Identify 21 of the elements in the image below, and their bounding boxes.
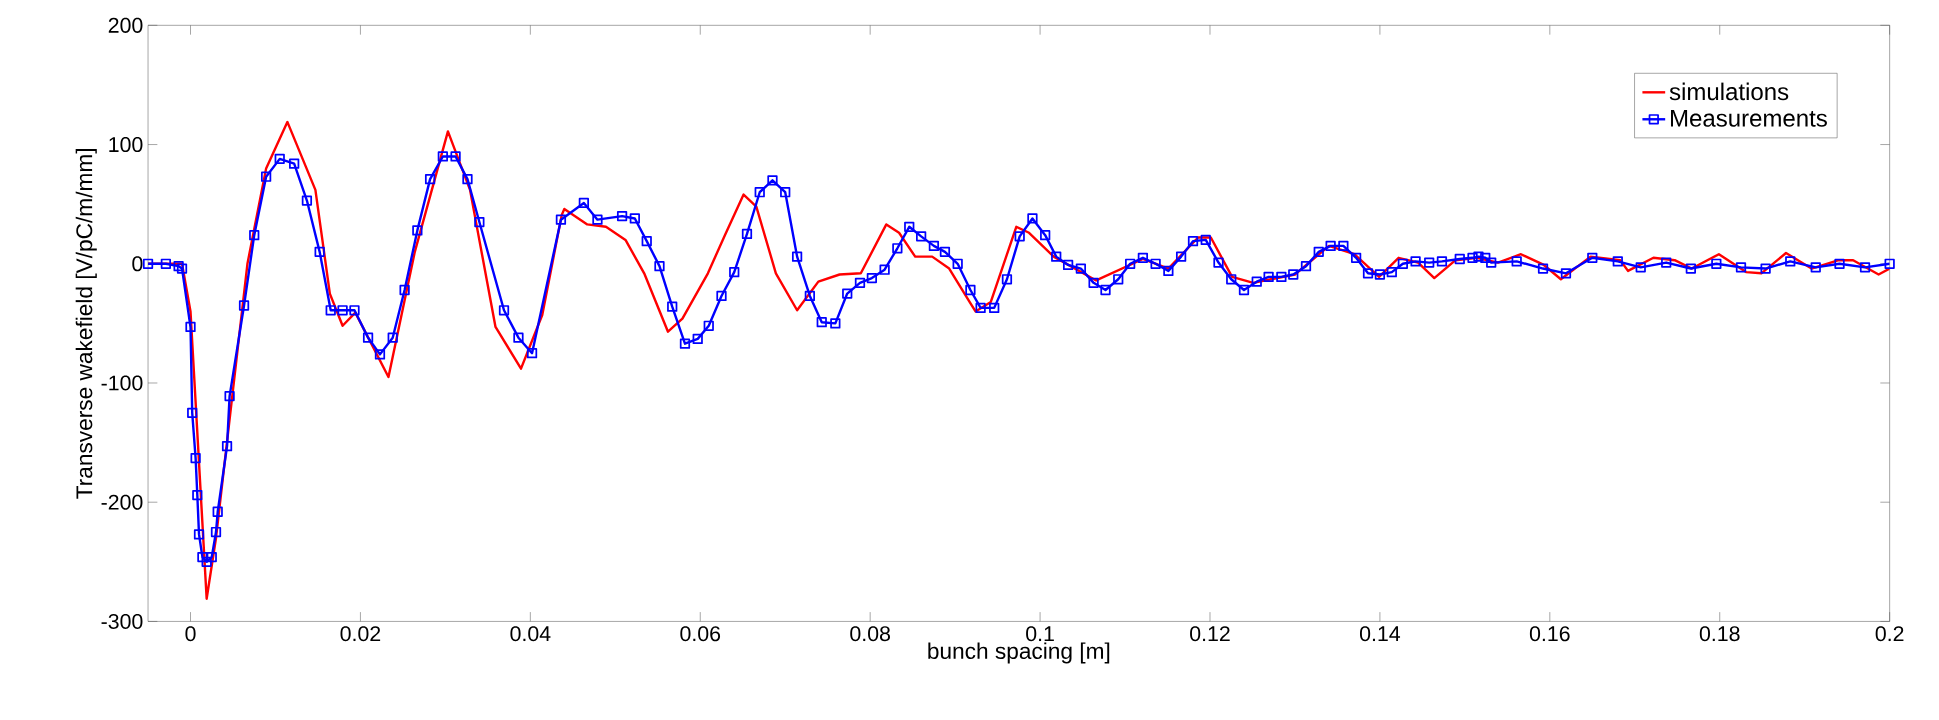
x-tick-label: 0.06 [680, 626, 721, 642]
x-tick-label: 0.18 [1699, 626, 1740, 642]
x-tick-label: 0.2 [1875, 626, 1904, 642]
y-tick-label: 0 [132, 256, 143, 272]
x-tick-label: 0.16 [1529, 626, 1570, 642]
x-tick-label: 0.04 [510, 626, 551, 642]
y-tick-label: -100 [101, 375, 143, 391]
x-tick-label: 0.1 [1026, 626, 1054, 642]
y-tick-label: 100 [109, 136, 143, 153]
legend-label: Measurements [1671, 109, 1827, 127]
x-tick-label: 0.02 [340, 626, 381, 642]
y-tick-label: -300 [101, 613, 143, 629]
x-tick-label: 0.12 [1190, 626, 1230, 642]
x-axis-title: bunch spacing [m] [928, 642, 1110, 664]
y-tick-label: -200 [101, 494, 143, 510]
y-axis-title: Transverse wakefield [V/pC/m/mm] [75, 149, 97, 499]
y-tick-label: 200 [108, 17, 143, 33]
x-tick-label: 0 [185, 626, 196, 642]
legend-label: simulations [1669, 82, 1789, 101]
x-tick-label: 0.14 [1359, 626, 1401, 642]
x-tick-label: 0.08 [850, 626, 890, 642]
